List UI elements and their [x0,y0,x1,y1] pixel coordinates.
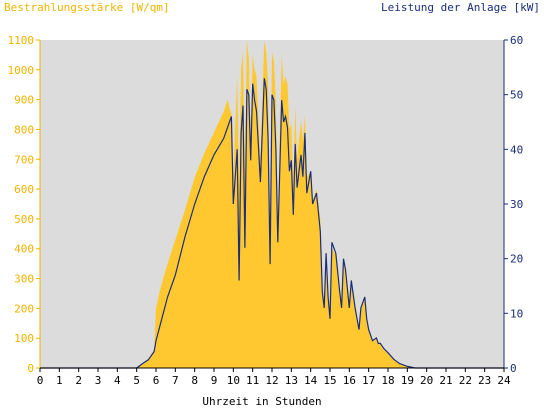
chart-title-left: Bestrahlungsstärke [W/qm] [4,1,170,14]
x-tick-label: 23 [478,374,491,387]
chart-title-right: Leistung der Anlage [kW] [381,1,540,14]
left-tick-label: 300 [14,273,34,286]
left-tick-label: 900 [14,94,34,107]
right-tick-label: 40 [510,143,523,156]
left-tick-label: 200 [14,302,34,315]
x-tick-label: 11 [246,374,259,387]
x-tick-label: 21 [439,374,452,387]
x-tick-label: 22 [459,374,472,387]
x-tick-label: 1 [56,374,63,387]
x-axis-ticks: 0 1 2 3 4 5 6 7 8 9 10 11 12 13 14 15 16 17 18 19 20 21 22 23 24 [37,368,511,387]
right-tick-label: 30 [510,198,523,211]
right-tick-label: 0 [510,362,517,375]
left-tick-label: 700 [14,153,34,166]
x-tick-label: 8 [191,374,198,387]
right-tick-label: 20 [510,253,523,266]
x-tick-label: 13 [285,374,298,387]
right-axis-ticks: 0 10 20 30 40 50 60 [504,34,523,375]
x-tick-label: 20 [420,374,433,387]
left-tick-label: 500 [14,213,34,226]
x-tick-label: 17 [362,374,375,387]
x-tick-label: 2 [75,374,82,387]
x-axis-label: Uhrzeit in Stunden [202,395,322,408]
left-tick-label: 1000 [8,64,35,77]
x-tick-label: 18 [381,374,394,387]
x-tick-label: 15 [323,374,336,387]
left-tick-label: 100 [14,332,34,345]
series-area-layer [40,40,504,368]
x-tick-label: 14 [304,374,318,387]
x-tick-label: 5 [133,374,140,387]
left-tick-label: 800 [14,123,34,136]
x-tick-label: 10 [227,374,240,387]
x-tick-label: 3 [95,374,102,387]
series-line-layer [40,78,504,369]
x-tick-label: 7 [172,374,179,387]
x-tick-label: 0 [37,374,44,387]
right-tick-label: 10 [510,307,523,320]
left-tick-label: 0 [27,362,34,375]
x-tick-label: 12 [265,374,278,387]
power-line [40,78,504,369]
left-tick-label: 600 [14,183,34,196]
x-tick-label: 6 [153,374,160,387]
left-tick-label: 400 [14,243,34,256]
x-tick-label: 9 [211,374,218,387]
left-axis-ticks: 0 100 200 300 400 500 600 700 800 900 1000 1100 [8,34,40,375]
irradiance-area [40,40,504,368]
x-tick-label: 19 [401,374,414,387]
x-tick-label: 24 [497,374,511,387]
right-tick-label: 50 [510,89,523,102]
right-tick-label: 60 [510,34,523,47]
x-tick-label: 16 [343,374,356,387]
left-tick-label: 1100 [8,34,35,47]
x-tick-label: 4 [114,374,121,387]
